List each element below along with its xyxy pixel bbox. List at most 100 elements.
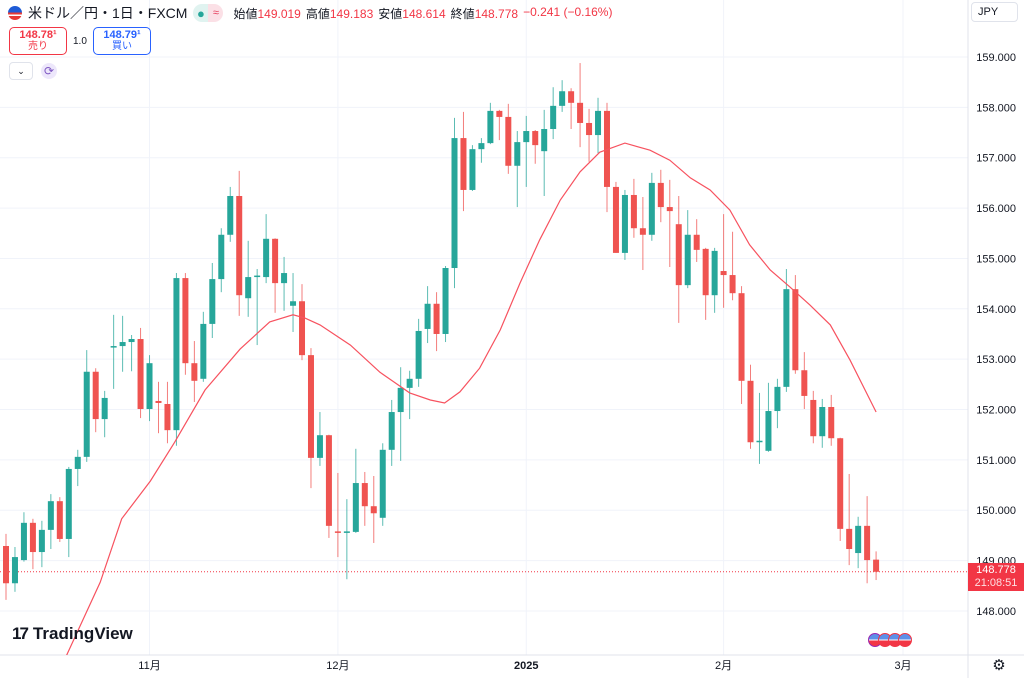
candle <box>514 131 521 208</box>
candle <box>209 262 216 339</box>
currency-selector[interactable]: JPY <box>971 2 1018 22</box>
candle-body <box>370 506 377 514</box>
candle <box>29 518 36 570</box>
tradingview-logo[interactable]: 17 TradingView <box>12 624 133 644</box>
candle <box>272 238 279 313</box>
sell-button[interactable]: 148.78¹ 売り <box>9 27 67 55</box>
candle-body <box>352 483 359 532</box>
candle-body <box>316 435 323 458</box>
candle-body <box>711 250 718 296</box>
candle <box>460 111 467 212</box>
candle-body <box>810 399 817 437</box>
candle <box>846 473 853 566</box>
symbol-title[interactable]: 米ドル／円・1日・FXCM <box>28 5 188 21</box>
collapse-legend-button[interactable]: ⌄ <box>9 62 33 80</box>
buy-price: 148.79¹ <box>103 29 141 41</box>
candle-body <box>137 339 144 410</box>
price-axis[interactable]: 159.000 158.000 157.000 156.000 155.000 154.0… <box>976 52 1016 618</box>
settings-icon[interactable]: ⚙ <box>992 657 1006 674</box>
candle <box>38 520 45 568</box>
candle <box>83 350 90 462</box>
time-axis[interactable]: 11月 12月 2025 2月 3月 <box>138 660 911 672</box>
candle <box>164 381 171 444</box>
candle <box>819 398 826 448</box>
candle-body <box>272 238 279 284</box>
candle <box>290 273 297 332</box>
candle-body <box>855 525 862 554</box>
moving-average-line <box>66 142 877 655</box>
refresh-icon[interactable]: ⟳ <box>41 63 57 79</box>
current-price: 148.778 <box>976 564 1016 576</box>
candle <box>541 109 548 196</box>
candle-body <box>792 289 799 371</box>
candle-body <box>191 363 198 381</box>
candle-body <box>164 403 171 431</box>
candle <box>855 516 862 569</box>
candle <box>379 443 386 526</box>
candle-body <box>388 412 395 450</box>
candle-body <box>65 468 72 539</box>
economic-events[interactable] <box>868 633 916 649</box>
candle-body <box>146 363 153 410</box>
market-status-pill[interactable]: ● ≈ <box>193 4 224 22</box>
candles <box>3 63 880 600</box>
candle <box>119 315 126 372</box>
candle <box>47 494 54 550</box>
candle-body <box>478 143 485 150</box>
candle <box>648 172 655 241</box>
candle <box>639 197 646 271</box>
candle <box>343 499 350 580</box>
candle <box>657 169 664 223</box>
candle-body <box>290 301 297 306</box>
candle <box>236 170 243 316</box>
candle-body <box>236 195 243 296</box>
price-tick-label: 156.000 <box>976 203 1016 215</box>
candle <box>56 497 63 542</box>
candle <box>720 214 727 308</box>
candle <box>810 390 817 444</box>
candle-body <box>451 138 458 269</box>
time-tick-label: 2月 <box>715 660 732 672</box>
ohlc-open: 始値149.019 <box>233 6 301 21</box>
price-tick-label: 148.000 <box>976 606 1016 618</box>
candle-body <box>801 370 808 396</box>
legend-controls: ⌄ ⟳ <box>9 62 57 80</box>
candle-body <box>819 407 826 437</box>
candle-body <box>469 149 476 190</box>
price-tick-label: 150.000 <box>976 505 1016 517</box>
quantity[interactable]: 1.0 <box>73 35 87 47</box>
candle <box>873 551 880 581</box>
candle-body <box>621 194 628 253</box>
candle-body <box>505 116 512 166</box>
candle-body <box>325 435 332 526</box>
candle-body <box>442 268 449 334</box>
candle <box>774 378 781 429</box>
logo-text: TradingView <box>32 624 133 643</box>
candle <box>128 334 135 372</box>
candle <box>352 448 359 533</box>
candle-body <box>873 559 880 572</box>
candle <box>173 273 180 446</box>
buy-button[interactable]: 148.79¹ 買い <box>93 27 151 55</box>
candle-body <box>263 238 270 278</box>
candle <box>406 370 413 420</box>
candle <box>837 437 844 541</box>
market-open-icon: ● <box>193 4 209 22</box>
candle-body <box>406 378 413 388</box>
candle <box>666 179 673 268</box>
candle-body <box>559 91 566 106</box>
sell-label: 売り <box>28 41 48 52</box>
grid-lines <box>0 0 968 655</box>
candle-body <box>254 275 261 278</box>
candle <box>281 256 288 311</box>
candle <box>523 115 530 187</box>
candle-body <box>684 234 691 286</box>
candle-body <box>603 110 610 187</box>
candle <box>155 381 162 434</box>
us-event-flag-icon[interactable] <box>898 633 912 647</box>
candle-body <box>245 277 252 299</box>
bar-countdown: 21:08:51 <box>974 577 1018 589</box>
candle <box>765 382 772 452</box>
candle <box>451 117 458 289</box>
